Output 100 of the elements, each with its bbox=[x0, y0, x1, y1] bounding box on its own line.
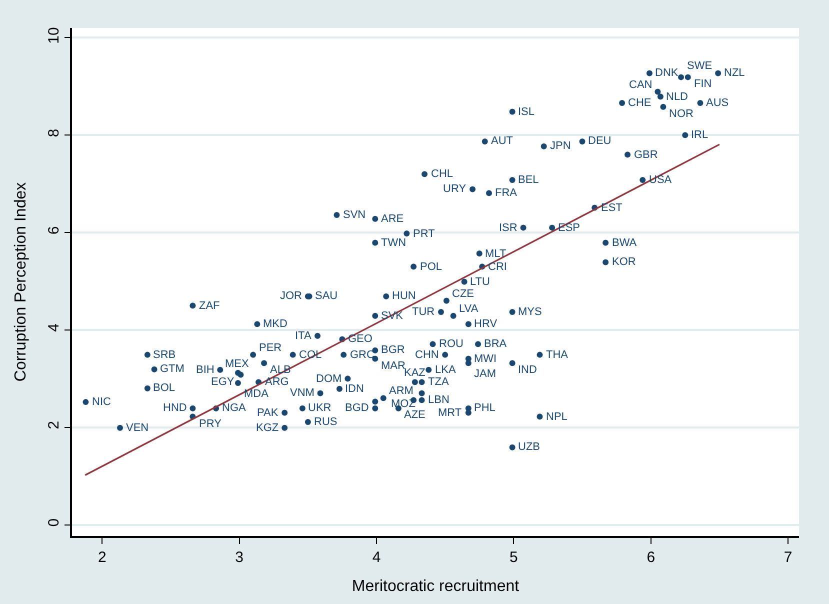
data-label: DEU bbox=[588, 135, 612, 147]
data-label: PAK bbox=[257, 407, 279, 419]
data-label: HRV bbox=[474, 318, 498, 330]
data-label: VNM bbox=[290, 387, 314, 399]
data-label: RUS bbox=[314, 416, 338, 428]
data-label: EGY bbox=[211, 376, 235, 388]
x-tick-label: 5 bbox=[510, 548, 518, 566]
data-label: UKR bbox=[308, 402, 332, 414]
data-label: LBN bbox=[428, 394, 450, 406]
data-label: HUN bbox=[392, 290, 416, 302]
x-axis-title: Meritocratic recruitment bbox=[352, 578, 520, 595]
x-tick-label: 4 bbox=[372, 548, 381, 566]
data-label: CAN bbox=[629, 79, 652, 91]
data-label: CRI bbox=[488, 261, 507, 273]
data-label: GRC bbox=[350, 349, 374, 361]
x-tick-label: 3 bbox=[235, 548, 244, 566]
y-axis-title: Corruption Perception Index bbox=[12, 182, 30, 382]
data-label: IRL bbox=[691, 129, 708, 141]
data-label: KOR bbox=[612, 256, 636, 268]
data-label: BRA bbox=[484, 338, 508, 350]
y-tick-label: 4 bbox=[45, 324, 62, 332]
data-label: BWA bbox=[612, 237, 638, 249]
data-label: CHE bbox=[628, 97, 652, 109]
data-label: ZAF bbox=[199, 300, 220, 312]
data-label: IDN bbox=[345, 383, 364, 395]
data-label: KGZ bbox=[256, 422, 279, 434]
data-label: IND bbox=[518, 364, 537, 376]
data-label: NLD bbox=[666, 91, 688, 103]
data-label: GTM bbox=[160, 363, 184, 375]
data-label: TWN bbox=[381, 237, 406, 249]
data-label: TZA bbox=[428, 376, 450, 388]
y-tick-label: 8 bbox=[45, 128, 62, 138]
data-label: THA bbox=[546, 349, 569, 361]
data-label: JAM bbox=[474, 368, 496, 380]
data-label: KAZ bbox=[404, 367, 426, 379]
data-label: MEX bbox=[225, 358, 250, 370]
y-tick-label: 2 bbox=[45, 420, 62, 430]
data-label: ARM bbox=[389, 385, 414, 397]
data-label: DNK bbox=[655, 67, 679, 79]
data-label: MAR bbox=[381, 360, 406, 372]
data-label: AZE bbox=[404, 409, 426, 421]
data-label: NPL bbox=[546, 411, 568, 423]
data-label: SVN bbox=[343, 209, 366, 221]
data-label: MLT bbox=[485, 248, 506, 260]
y-tick-label: 6 bbox=[45, 226, 62, 234]
data-label: ESP bbox=[558, 222, 580, 234]
data-label: NGA bbox=[222, 402, 246, 414]
y-tick-label: 10 bbox=[45, 27, 62, 44]
data-label: BIH bbox=[196, 364, 214, 376]
data-label: TUR bbox=[412, 306, 435, 318]
data-label: ROU bbox=[439, 338, 464, 350]
data-label: POL bbox=[420, 261, 442, 273]
data-label: USA bbox=[649, 174, 672, 186]
data-label: NZL bbox=[724, 67, 745, 79]
data-label: BGD bbox=[345, 402, 369, 414]
data-label: NIC bbox=[92, 396, 111, 408]
data-label: DOM bbox=[316, 373, 342, 385]
data-label: LTU bbox=[470, 276, 490, 288]
data-label: JOR bbox=[280, 290, 302, 302]
data-label: SWE bbox=[687, 60, 712, 72]
data-label: MYS bbox=[518, 306, 542, 318]
data-label: GBR bbox=[634, 149, 658, 161]
data-label: PHL bbox=[474, 402, 496, 414]
data-label: SAU bbox=[315, 290, 338, 302]
data-label: CZE bbox=[452, 288, 474, 300]
data-label: SRB bbox=[153, 349, 176, 361]
data-label: BGR bbox=[381, 344, 405, 356]
data-label: BEL bbox=[518, 174, 539, 186]
data-label: VEN bbox=[126, 422, 149, 434]
x-tick-label: 6 bbox=[646, 548, 656, 566]
data-label: ISR bbox=[499, 222, 518, 234]
data-label: CHN bbox=[415, 349, 439, 361]
data-label: MWI bbox=[474, 353, 497, 365]
data-label: ARG bbox=[265, 376, 289, 388]
y-tick-label: 0 bbox=[45, 518, 62, 527]
data-label: PRY bbox=[199, 418, 222, 430]
data-label: PRT bbox=[413, 228, 436, 240]
data-label: MRT bbox=[438, 407, 462, 419]
data-label: ITA bbox=[295, 330, 312, 342]
data-label: LKA bbox=[435, 364, 456, 376]
data-label: AUT bbox=[491, 135, 514, 147]
data-label: ARE bbox=[381, 213, 404, 225]
data-label: GEO bbox=[348, 333, 373, 345]
data-label: MKD bbox=[263, 318, 288, 330]
x-tick-label: 7 bbox=[784, 548, 792, 566]
data-label: CHL bbox=[431, 168, 454, 180]
data-label: BOL bbox=[153, 382, 176, 394]
data-label: LVA bbox=[459, 303, 479, 315]
x-tick-label: 2 bbox=[98, 548, 106, 566]
data-label: NOR bbox=[669, 108, 694, 120]
data-label: FIN bbox=[694, 78, 712, 90]
data-label: HND bbox=[163, 402, 187, 414]
data-label: ISL bbox=[518, 106, 535, 118]
data-label: URY bbox=[443, 183, 467, 195]
data-label: UZB bbox=[518, 441, 540, 453]
data-label: PER bbox=[259, 342, 282, 354]
data-label: MDA bbox=[244, 388, 270, 400]
data-label: FRA bbox=[495, 187, 518, 199]
data-label: EST bbox=[601, 202, 623, 214]
data-label: AUS bbox=[706, 97, 729, 109]
